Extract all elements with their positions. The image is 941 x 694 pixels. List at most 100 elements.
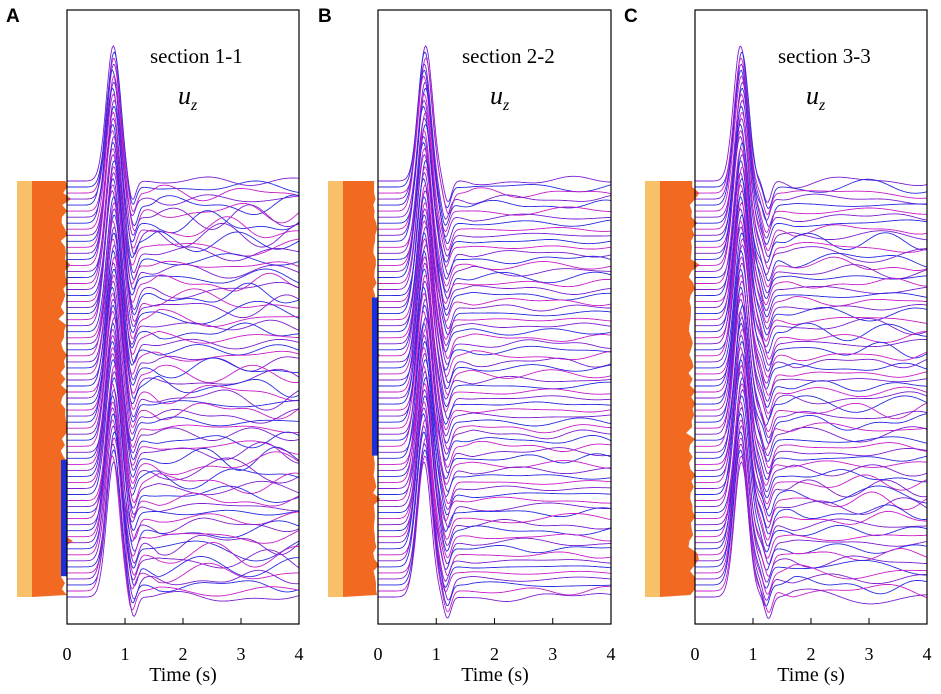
soil-column-a [17, 181, 73, 597]
x-tick-label: 2 [179, 644, 188, 664]
trace-line [378, 268, 612, 425]
trace-line [378, 177, 612, 336]
trace-line [695, 371, 928, 529]
trace-line [67, 286, 300, 442]
trace-line [378, 238, 612, 396]
panel-label-b: B [318, 6, 332, 27]
trace-line [695, 135, 928, 294]
trace-line [695, 51, 928, 209]
x-axis-label-b: Time (s) [461, 664, 529, 686]
trace-line [378, 57, 612, 215]
trace-line [695, 298, 928, 457]
trace-line [695, 57, 928, 215]
trace-line [378, 141, 612, 300]
trace-line [67, 196, 300, 349]
trace-line [378, 443, 611, 601]
trace-line [67, 93, 299, 249]
trace-line [378, 196, 612, 353]
trace-line [695, 286, 928, 444]
trace-line [695, 232, 928, 390]
trace-line [378, 232, 612, 390]
x-axis-label-c: Time (s) [777, 664, 845, 686]
trace-line [695, 250, 927, 408]
trace-line [695, 207, 928, 366]
traces-c [695, 45, 928, 619]
trace-line [67, 407, 300, 564]
trace-line [67, 148, 300, 303]
x-tick-label: 0 [63, 644, 72, 664]
title-a: section 1-1 [150, 44, 243, 68]
trace-line [67, 382, 299, 540]
panel-a: A section 1-1 uz 0 1 2 3 4 Time (s) [6, 6, 304, 686]
trace-line [695, 75, 927, 233]
x-tick-label: 0 [374, 644, 383, 664]
trace-line [695, 322, 928, 481]
trace-line [67, 353, 300, 509]
trace-line [378, 105, 612, 263]
trace-line [67, 449, 300, 604]
trace-line [378, 286, 612, 444]
trace-line [695, 226, 928, 384]
component-label-c: uz [806, 81, 826, 114]
panel-b: B section 2-2 uz 0 1 2 3 4 Time (s) [318, 6, 616, 686]
trace-line [378, 382, 612, 540]
trace-line [378, 147, 612, 305]
trace-line [378, 334, 611, 493]
x-tick-label: 4 [607, 644, 616, 664]
trace-line [695, 268, 928, 427]
soil-layer-light [645, 181, 660, 597]
x-axis-label-a: Time (s) [149, 664, 217, 686]
trace-line [67, 292, 300, 448]
trace-line [378, 45, 611, 203]
trace-line [695, 455, 928, 613]
trace-line [695, 274, 928, 433]
trace-line [695, 160, 928, 318]
trace-line [378, 431, 612, 588]
panel-c: C section 3-3 uz 0 1 2 3 4 Time (s) [624, 6, 932, 686]
trace-line [378, 304, 612, 461]
trace-line [378, 370, 611, 529]
trace-line [695, 93, 928, 252]
x-axis-c: 0 1 2 3 4 [691, 618, 932, 664]
trace-line [378, 347, 611, 504]
x-axis-b: 0 1 2 3 4 [374, 618, 616, 664]
trace-line [695, 196, 927, 354]
soil-column-c [645, 181, 700, 597]
trace-line [695, 461, 928, 619]
x-tick-label: 2 [490, 644, 499, 664]
soil-layer-light [328, 181, 343, 597]
trace-line [695, 105, 928, 264]
panel-label-c: C [624, 6, 638, 27]
x-tick-label: 1 [749, 644, 758, 664]
soil-layer-dark [660, 181, 700, 597]
trace-line [695, 69, 927, 228]
component-label-b: uz [490, 81, 510, 114]
trace-line [67, 443, 299, 600]
trace-line [67, 69, 300, 227]
trace-line [378, 359, 612, 516]
x-tick-label: 0 [691, 644, 700, 664]
trace-line [67, 340, 300, 496]
trace-line [695, 401, 927, 559]
trace-line [695, 220, 928, 378]
trace-line [695, 45, 928, 203]
soil-column-b [328, 181, 381, 597]
trace-line [67, 81, 300, 236]
title-c: section 3-3 [778, 44, 871, 68]
trace-line [378, 250, 611, 408]
trace-line [378, 388, 612, 546]
trace-line [378, 310, 612, 468]
panel-label-a: A [6, 6, 20, 27]
trace-line [695, 202, 927, 360]
trace-line [378, 412, 611, 570]
trace-line [378, 220, 612, 378]
trace-line [67, 87, 300, 243]
trace-line [378, 153, 612, 311]
trace-line [67, 63, 300, 217]
trace-line [695, 123, 928, 282]
trace-line [378, 364, 612, 522]
trace-line [378, 462, 612, 619]
trace-line [67, 455, 300, 611]
trace-line [67, 45, 300, 200]
trace-line [67, 425, 300, 581]
